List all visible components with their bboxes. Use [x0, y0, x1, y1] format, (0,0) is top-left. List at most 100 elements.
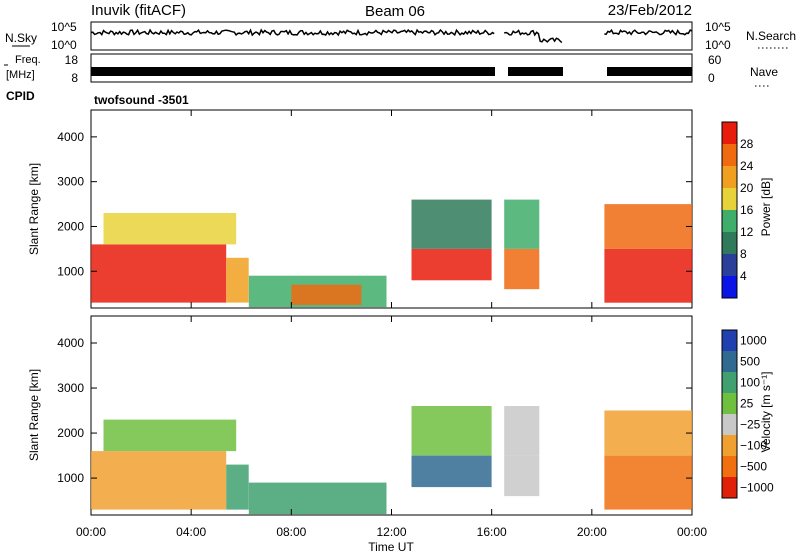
colorbar-swatch: [722, 122, 737, 144]
nsearch-tick-bottom: 10^0: [705, 38, 731, 52]
colorbar-swatch: [722, 254, 737, 276]
data-region: [291, 284, 362, 305]
colorbar-tick-label: 500: [740, 355, 760, 369]
colorbar-tick-label: −100: [740, 439, 767, 453]
nsky-tick-top: 10^5: [51, 20, 77, 34]
colorbar-tick-label: 25: [740, 397, 754, 411]
data-region: [604, 410, 692, 456]
date-title: 23/Feb/2012: [608, 2, 692, 19]
colorbar-swatch: [722, 144, 737, 166]
power-y-ticks: 1000 2000 3000 4000: [57, 130, 692, 278]
y-tick-label: 4000: [57, 130, 84, 144]
velocity-colorbar-label: Velocity [m s⁻¹]: [759, 371, 773, 452]
colorbar-swatch: [722, 330, 737, 351]
station-title: Inuvik (fitACF): [91, 2, 186, 19]
nsearch-tick-top: 10^5: [705, 20, 731, 34]
freq-label-unit: [MHz]: [6, 69, 35, 81]
data-region: [604, 455, 692, 510]
y-tick-label: 1000: [57, 471, 84, 485]
colorbar-swatch: [722, 393, 737, 414]
cpid-label: CPID: [6, 89, 35, 103]
data-region: [91, 244, 227, 303]
nave-tick-top: 60: [708, 53, 722, 67]
velocity-regions: [91, 406, 692, 515]
colorbar-swatch: [722, 210, 737, 232]
x-tick-label: 00:00: [677, 525, 707, 539]
colorbar-tick-label: 12: [740, 225, 754, 239]
nsky-trace: [90, 28, 693, 44]
data-region: [504, 406, 540, 456]
colorbar-swatch: [722, 351, 737, 372]
beam-title: Beam 06: [365, 3, 425, 20]
power-regions: [91, 199, 692, 308]
nsky-frame: [90, 21, 693, 51]
nave-label: Nave: [750, 65, 778, 79]
x-tick-label: 00:00: [76, 525, 106, 539]
colorbar-swatch: [722, 232, 737, 254]
colorbar-swatch: [722, 435, 737, 456]
data-region: [411, 406, 492, 456]
data-region: [604, 248, 692, 303]
colorbar-swatch: [722, 166, 737, 188]
data-region: [103, 213, 237, 245]
colorbar-swatch: [722, 372, 737, 393]
data-region: [226, 257, 249, 303]
colorbar-swatch: [722, 414, 737, 435]
data-region: [504, 199, 540, 249]
nsky-panel: N.Sky 10^5 10^0 10^5 10^0 N.Search: [5, 20, 796, 52]
y-tick-label: 2000: [57, 426, 84, 440]
freq-band-3: [607, 67, 692, 76]
colorbar-swatch: [722, 276, 737, 298]
y-tick-label: 2000: [57, 219, 84, 233]
power-ylabel: Slant Range [km]: [27, 163, 41, 255]
nsky-label: N.Sky: [5, 31, 37, 45]
power-colorbar-label: Power [dB]: [759, 178, 773, 237]
velocity-panel: 1000 2000 3000 4000 Slant Range [km] 1000 50…: [27, 110, 774, 554]
colorbar-swatch: [722, 456, 737, 477]
x-tick-label: 20:00: [577, 525, 607, 539]
data-region: [504, 455, 540, 497]
colorbar-tick-label: 24: [740, 159, 754, 173]
data-region: [411, 199, 492, 249]
cpid-text: twofsound -3501: [94, 93, 189, 107]
x-tick-label: 16:00: [477, 525, 507, 539]
velocity-ylabel: Slant Range [km]: [27, 369, 41, 461]
data-region: [411, 455, 492, 488]
colorbar-tick-label: −25: [740, 418, 761, 432]
colorbar-tick-label: −500: [740, 460, 767, 474]
data-region: [226, 464, 249, 510]
colorbar-tick-label: 1000: [740, 334, 767, 348]
colorbar-tick-label: 20: [740, 181, 754, 195]
data-region: [504, 248, 540, 290]
colorbar-tick-label: 8: [740, 247, 747, 261]
velocity-y-ticks: 1000 2000 3000 4000: [57, 336, 692, 485]
freq-tick-top: 18: [65, 53, 79, 67]
nsearch-label: N.Search: [746, 29, 796, 43]
freq-panel: Freq. [MHz] 18 8 60 0 Nave: [4, 53, 778, 87]
data-region: [411, 248, 492, 281]
nsky-tick-bottom: 10^0: [51, 38, 77, 52]
y-tick-label: 4000: [57, 336, 84, 350]
colorbar-tick-label: 100: [740, 376, 760, 390]
freq-band-2: [508, 67, 563, 76]
data-region: [248, 482, 387, 515]
colorbar-swatch: [722, 188, 737, 210]
velocity-colorbar: 1000 500 100 25 −25 −100 −500 −1000: [721, 329, 774, 499]
data-region: [103, 419, 237, 452]
x-tick-label: 12:00: [376, 525, 406, 539]
colorbar-frame: [721, 329, 738, 499]
y-tick-label: 3000: [57, 175, 84, 189]
time-xlabel: Time UT: [368, 540, 414, 554]
colorbar-tick-label: 16: [740, 203, 754, 217]
colorbar-tick-label: 28: [740, 137, 754, 151]
x-tick-label: 04:00: [176, 525, 206, 539]
freq-tick-bottom: 8: [71, 71, 78, 85]
freq-label: Freq.: [15, 54, 41, 66]
power-colorbar: 4 8 12 16 20 24 28: [721, 121, 754, 299]
y-tick-label: 1000: [57, 264, 84, 278]
data-region: [604, 204, 692, 249]
data-region: [91, 451, 227, 510]
y-tick-label: 3000: [57, 381, 84, 395]
nave-tick-bottom: 0: [708, 71, 715, 85]
